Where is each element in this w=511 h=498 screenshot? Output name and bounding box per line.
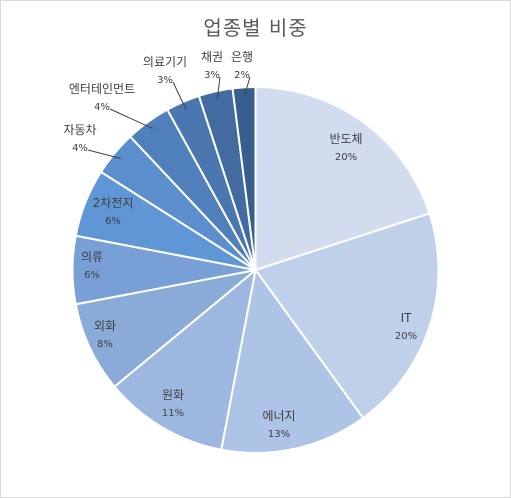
pie-slice xyxy=(254,85,431,272)
slice-value-label: 6% xyxy=(105,216,121,227)
pie-slice xyxy=(231,85,257,271)
pie-slice xyxy=(113,267,258,451)
slice-category-label: 채권 xyxy=(201,50,223,64)
slice-value-label: 3% xyxy=(204,70,220,81)
leader-line xyxy=(244,76,251,96)
slice-value-label: 20% xyxy=(335,152,357,163)
slice-value-label: 20% xyxy=(395,331,417,342)
leader-line xyxy=(87,149,121,159)
slice-category-label: 외화 xyxy=(94,319,116,333)
slice-value-label: 2% xyxy=(234,70,250,81)
slice-category-label: 의료기기 xyxy=(143,55,187,69)
slice-value-label: 13% xyxy=(268,429,290,440)
pie-slice xyxy=(220,267,365,454)
slice-category-label: 자동차 xyxy=(63,123,96,137)
slice-category-label: 원화 xyxy=(162,388,184,402)
slice-category-label: 은행 xyxy=(231,49,253,64)
slice-category-label: 2차전지 xyxy=(93,196,134,210)
slice-value-label: 4% xyxy=(94,102,110,113)
slice-category-label: 에너지 xyxy=(262,409,295,423)
slice-category-label: 반도체 xyxy=(329,132,362,146)
pie-slice xyxy=(253,212,440,420)
slice-value-label: 4% xyxy=(72,143,88,154)
leader-line xyxy=(109,108,153,129)
slice-value-label: 11% xyxy=(162,408,184,419)
pie-slice xyxy=(74,269,257,389)
slice-category-label: IT xyxy=(401,311,413,325)
chart-title: 업종별 비중 xyxy=(203,16,308,40)
slice-category-label: 의류 xyxy=(81,250,103,264)
slice-value-label: 6% xyxy=(84,270,100,281)
slice-category-label: 엔터테인먼트 xyxy=(69,82,135,96)
leader-line xyxy=(172,81,187,110)
slice-value-label: 8% xyxy=(97,339,113,350)
leader-line xyxy=(216,76,221,100)
slice-value-label: 3% xyxy=(157,75,173,86)
